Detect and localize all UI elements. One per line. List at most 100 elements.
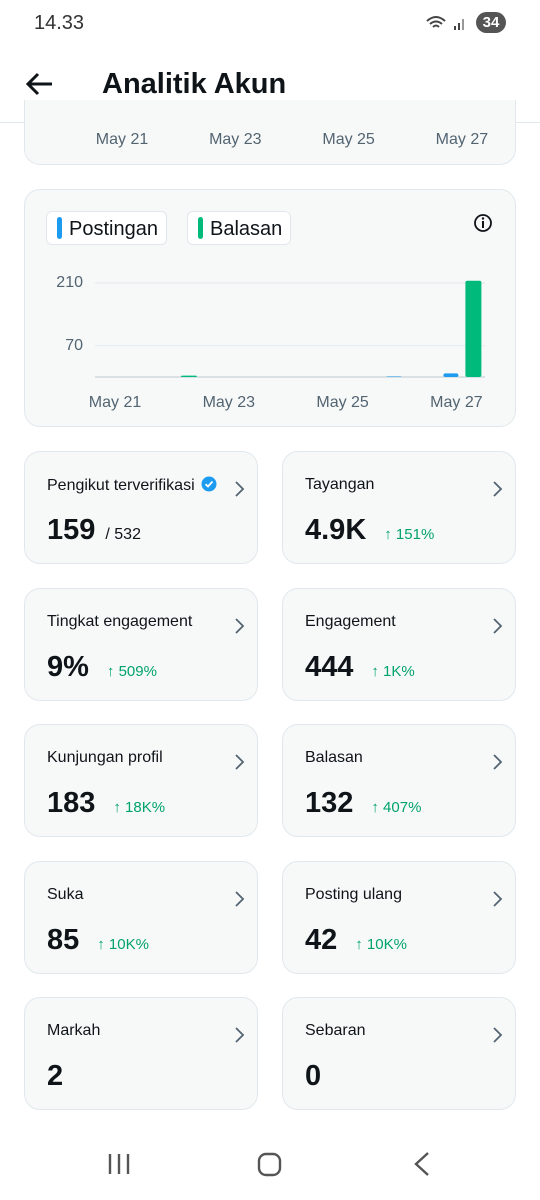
- metric-change: ↑ 151%: [384, 526, 435, 543]
- metric-label-text: Kunjungan profil: [47, 749, 163, 766]
- metric-label-text: Balasan: [305, 749, 363, 766]
- metric-card[interactable]: Sebaran 0: [282, 997, 516, 1110]
- battery: 34: [476, 12, 506, 33]
- metric-value-row: 444 ↑ 1K%: [305, 651, 415, 684]
- chevron: [493, 754, 503, 770]
- metric-value: 183: [47, 787, 96, 819]
- metric-label-text: Markah: [47, 1022, 101, 1039]
- metric-value-row: 132 ↑ 407%: [305, 787, 421, 820]
- metric-card[interactable]: Tingkat engagement 9% ↑ 509%: [24, 587, 258, 701]
- metric-label: Balasan: [305, 749, 363, 767]
- metric-change: ↑ 18K%: [113, 799, 166, 816]
- metric-value: 4.9K: [305, 514, 367, 546]
- info-icon[interactable]: [472, 212, 494, 234]
- chevron: [235, 617, 245, 634]
- x-tick-label: May 23: [209, 131, 262, 148]
- legend-item[interactable]: Postingan: [46, 211, 167, 245]
- metric-change: ↑ 10K%: [97, 935, 149, 953]
- chevron-path: [235, 481, 245, 497]
- chevron-path: [493, 754, 503, 770]
- metric-value-row: 4.9K ↑ 151%: [305, 514, 434, 547]
- metric-value-row: 2: [47, 1060, 63, 1093]
- metric-card[interactable]: Engagement 444 ↑ 1K%: [282, 587, 516, 701]
- signal-icons: [426, 16, 464, 30]
- chevron-path: [493, 1027, 503, 1043]
- metric-label: Posting ulang: [305, 886, 402, 904]
- metric-card[interactable]: Pengikut terverifikasi 159 / 532: [24, 451, 258, 564]
- metric-card[interactable]: Tayangan 4.9K ↑ 151%: [282, 451, 516, 564]
- metric-value-row: 9% ↑ 509%: [47, 651, 157, 684]
- chevron-path: [235, 890, 245, 907]
- status-time: 14.33: [34, 12, 85, 34]
- verified-badge: [201, 476, 217, 492]
- metric-value: 444: [305, 650, 354, 683]
- metric-value-row: 42 ↑ 10K%: [305, 924, 407, 957]
- metric-label: Engagement: [305, 613, 396, 631]
- metric-value: 159: [47, 514, 96, 546]
- badge-check: [204, 480, 213, 488]
- metric-label-text: Sebaran: [305, 1022, 366, 1039]
- badge-circle: [201, 476, 217, 492]
- chevron: [493, 481, 503, 497]
- page-title: Analitik Akun: [102, 68, 287, 100]
- x-tick-label: May 27: [435, 131, 489, 148]
- chevron-path: [235, 1027, 245, 1043]
- x-tick-label: May 25: [322, 131, 375, 148]
- metric-label: Tayangan: [305, 476, 374, 494]
- recents-button[interactable]: [108, 1154, 130, 1174]
- metric-label: Pengikut terverifikasi: [47, 476, 217, 495]
- chevron-path: [235, 754, 245, 770]
- metric-value: 42: [305, 923, 338, 956]
- metric-label-text: Engagement: [305, 612, 396, 630]
- metric-label: Kunjungan profil: [47, 749, 163, 767]
- metric-value-row: 0: [305, 1060, 321, 1093]
- chevron-path: [493, 890, 503, 907]
- metric-card[interactable]: Posting ulang 42 ↑ 10K%: [282, 860, 516, 974]
- metric-total: / 532: [105, 526, 141, 543]
- home-button[interactable]: [257, 1152, 282, 1177]
- metric-change: ↑ 407%: [371, 799, 422, 816]
- metric-value: 2: [47, 1060, 64, 1092]
- metric-value: 0: [305, 1060, 322, 1092]
- chevron: [235, 754, 245, 770]
- legend-item[interactable]: Balasan: [187, 211, 292, 245]
- back-button[interactable]: [24, 70, 56, 98]
- chevron-path: [493, 481, 503, 497]
- metric-label: Tingkat engagement: [47, 613, 192, 631]
- metric-label-text: Tingkat engagement: [47, 612, 193, 630]
- metric-label-text: Pengikut terverifikasi: [47, 477, 195, 494]
- metric-label: Sebaran: [305, 1022, 366, 1040]
- metric-label-text: Suka: [47, 885, 84, 903]
- legend-swatch: [57, 216, 62, 239]
- legend-label: Balasan: [210, 218, 283, 240]
- nav-bar: [108, 1152, 429, 1177]
- metric-value: 132: [305, 787, 354, 819]
- metric-label-text: Tayangan: [305, 476, 375, 493]
- metric-card[interactable]: Markah 2: [24, 997, 258, 1110]
- metric-value-row: 183 ↑ 18K%: [47, 787, 165, 820]
- metric-change: ↑ 10K%: [355, 935, 407, 953]
- chevron: [235, 481, 245, 497]
- metric-value-row: 85 ↑ 10K%: [47, 924, 149, 957]
- metric-card[interactable]: Suka 85 ↑ 10K%: [24, 860, 258, 974]
- metric-change: ↑ 1K%: [371, 662, 415, 680]
- metric-card[interactable]: Balasan 132 ↑ 407%: [282, 724, 516, 837]
- metric-value-row: 159 / 532: [47, 514, 141, 547]
- chevron: [235, 1027, 245, 1043]
- metric-label-text: Posting ulang: [305, 885, 402, 903]
- metric-value: 9%: [47, 650, 89, 683]
- x-tick-label: May 21: [95, 131, 149, 148]
- chevron: [493, 1027, 503, 1043]
- legend-label: Postingan: [69, 218, 158, 240]
- metric-value: 85: [47, 923, 80, 956]
- chevron-path: [493, 617, 503, 634]
- chevron: [235, 890, 245, 907]
- metric-label: Suka: [47, 886, 83, 904]
- metric-change: ↑ 509%: [106, 662, 157, 680]
- metric-card[interactable]: Kunjungan profil 183 ↑ 18K%: [24, 724, 258, 837]
- previous-chart-card: [24, 100, 516, 165]
- chevron: [493, 617, 503, 634]
- nav-back-button[interactable]: [414, 1152, 429, 1176]
- legend-swatch: [198, 216, 203, 239]
